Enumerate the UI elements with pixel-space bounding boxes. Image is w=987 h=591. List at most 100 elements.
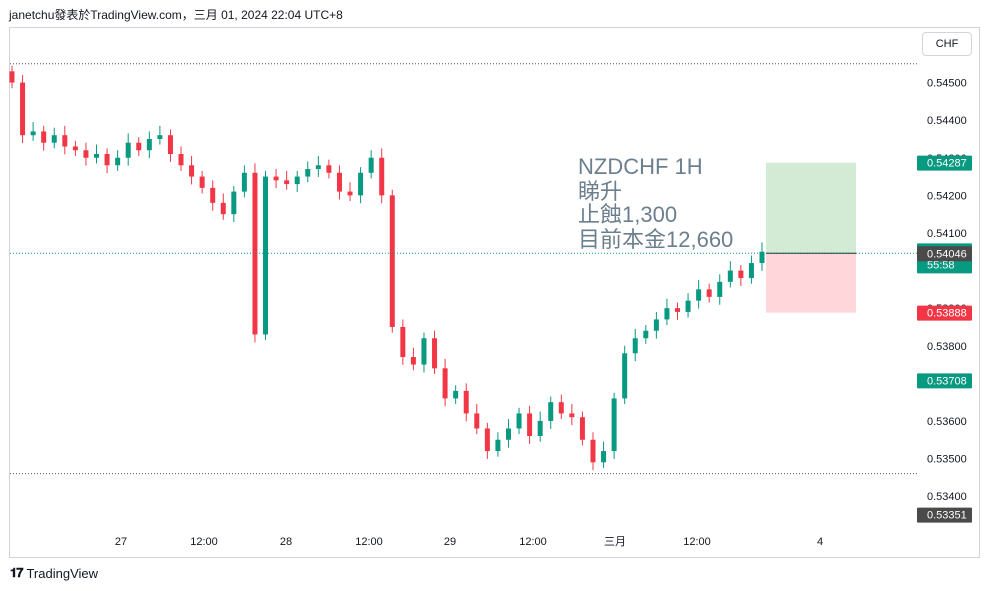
price-label-entry-text: 0.54046 [927, 248, 967, 260]
candle-body [505, 428, 511, 440]
candle-body [653, 319, 659, 331]
candle-body [495, 439, 501, 452]
candle-body [41, 131, 47, 143]
candle-body [590, 439, 596, 463]
price-label-stop [917, 305, 972, 321]
candle-body [273, 176, 279, 181]
price-label-stop-text: 0.53888 [927, 308, 967, 320]
x-tick-label: 27 [115, 536, 127, 548]
y-tick-label: 0.54500 [927, 78, 967, 90]
candle-body [601, 451, 607, 463]
candle-body [72, 146, 78, 151]
candle-body [622, 353, 628, 399]
candle-body [146, 138, 152, 151]
candle-body [379, 157, 385, 196]
candle-body [759, 251, 765, 264]
y-tick-label: 0.53800 [927, 341, 967, 353]
x-tick-label: 12:00 [355, 536, 383, 548]
candle-body [157, 135, 163, 139]
candle-body [51, 135, 57, 143]
candle-body [632, 338, 638, 354]
candle-body [294, 176, 300, 185]
candle-body [284, 180, 290, 185]
candle-body [463, 390, 469, 414]
candle-body [442, 368, 448, 399]
candle-body [358, 172, 364, 196]
x-tick-label: 12:00 [683, 536, 711, 548]
candle-body [548, 402, 554, 421]
price-label-alert-text: 0.53708 [927, 375, 967, 387]
candle-body [706, 289, 712, 297]
candle-body [537, 420, 543, 436]
candle-body [421, 338, 427, 365]
candle-body [685, 300, 691, 312]
x-tick-label: 12:00 [190, 536, 218, 548]
x-tick-label: 29 [444, 536, 456, 548]
candle-body [569, 413, 575, 418]
candle-body [30, 131, 36, 136]
candle-body [674, 308, 680, 312]
candle-body [62, 135, 68, 147]
candle-body [453, 390, 459, 399]
candle-body [189, 165, 195, 177]
candle-body [347, 191, 353, 196]
y-tick-label: 0.53400 [927, 491, 967, 503]
x-tick-label: 12:00 [519, 536, 547, 548]
y-tick-label: 0.54400 [927, 115, 967, 127]
price-label-low-text: 0.53351 [927, 510, 967, 522]
candle-body [263, 176, 269, 335]
candle-body [579, 417, 585, 440]
x-tick-label: 28 [280, 536, 292, 548]
candle-body [104, 154, 110, 166]
profit-zone [766, 162, 856, 254]
footer-brand[interactable]: 𝟏𝟕 TradingView [10, 565, 98, 581]
annotation-line-2: 睇升 [578, 179, 622, 204]
footer-brand-label: TradingView [26, 565, 99, 581]
candle-body [115, 157, 121, 166]
annotation-line-3: 止蝕1,300 [578, 202, 677, 227]
candle-body [432, 338, 438, 369]
candle-body [83, 150, 89, 158]
price-label-entry [917, 246, 972, 262]
candle-body [516, 413, 522, 429]
candle-body [696, 289, 702, 301]
price-label-target [917, 155, 972, 171]
candle-body [717, 281, 723, 297]
candle-body [305, 169, 311, 177]
candle-body [9, 71, 15, 83]
candle-body [410, 357, 416, 365]
candle-body [94, 154, 100, 158]
candle-body [474, 413, 480, 429]
candle-body [167, 135, 173, 154]
candle-body [558, 402, 564, 414]
chart-frame [9, 27, 980, 558]
y-tick-label: 0.54200 [927, 190, 967, 202]
candle-body [20, 82, 26, 136]
candle-body [210, 187, 216, 203]
annotation-line-4: 目前本金12,660 [578, 227, 733, 252]
price-label-low [917, 507, 972, 523]
candle-body [315, 165, 321, 170]
candle-body [220, 202, 226, 215]
stop-loss-zone [766, 253, 856, 313]
candle-body [125, 142, 131, 158]
candle-body [748, 263, 754, 279]
candle-body [484, 428, 490, 452]
candle-body [664, 308, 670, 320]
candle-body [389, 195, 395, 327]
candle-body [527, 413, 533, 436]
price-label-alert [917, 373, 972, 389]
candle-body [611, 398, 617, 452]
y-tick-label: 0.53500 [927, 454, 967, 466]
candle-body [368, 157, 374, 173]
publish-header: janetchu發表於TradingView.com，三月 01, 2024 2… [9, 8, 343, 22]
tradingview-logo-icon: 𝟏𝟕 [10, 565, 24, 580]
candle-body [231, 191, 237, 215]
candle-body [727, 270, 733, 282]
annotation-line-1: NZDCHF 1H [578, 154, 703, 179]
candle-body [336, 172, 342, 192]
currency-button[interactable]: CHF [922, 32, 972, 56]
y-tick-label: 0.54100 [927, 228, 967, 240]
candle-body [252, 172, 258, 335]
